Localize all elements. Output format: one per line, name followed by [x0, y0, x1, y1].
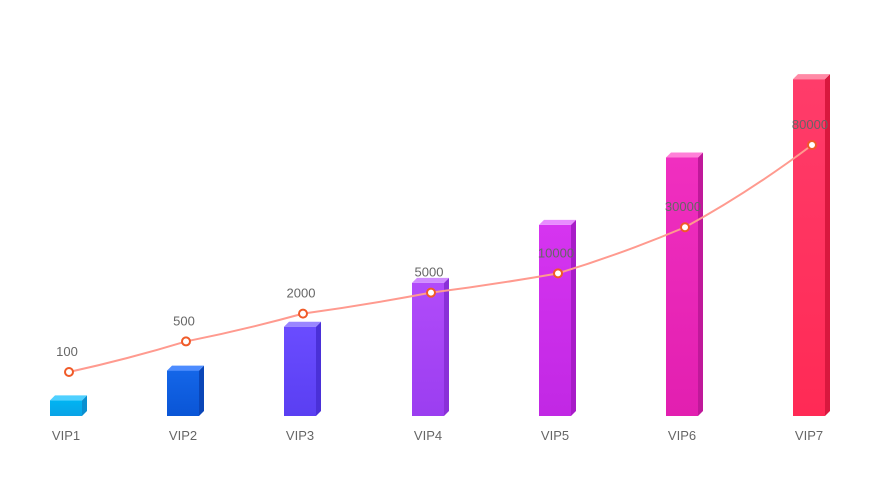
- bar-vip4: [412, 277, 449, 416]
- bar-side-vip3: [316, 321, 321, 416]
- bar-top-vip7: [793, 74, 830, 80]
- line-point: [298, 308, 308, 319]
- bar-front-vip1: [50, 400, 82, 416]
- bar-top-vip2: [167, 365, 204, 371]
- bar-side-vip1: [82, 395, 87, 416]
- line-point: [807, 140, 817, 150]
- x-tick-label: VIP7: [795, 428, 823, 443]
- line-point: [64, 367, 74, 377]
- bar-front-vip7: [793, 79, 825, 417]
- bar-front-vip2: [167, 370, 199, 416]
- x-axis: VIP1 VIP2 VIP3 VIP4 VIP5 VIP6 VIP7: [52, 428, 823, 443]
- line-point: [553, 268, 563, 279]
- points-layer: [64, 140, 817, 377]
- bar-vip2: [167, 365, 204, 416]
- bar-vip6: [666, 152, 703, 416]
- line-point: [181, 336, 191, 347]
- bar-front-vip3: [284, 326, 316, 416]
- line-point: [680, 222, 690, 233]
- line-point: [426, 287, 436, 298]
- x-tick-label: VIP5: [541, 428, 569, 443]
- bar-vip7: [793, 74, 830, 417]
- x-tick-label: VIP1: [52, 428, 80, 443]
- bar-top-vip1: [50, 395, 87, 401]
- bar-top-vip6: [666, 152, 703, 158]
- data-label: 10000: [538, 245, 574, 260]
- bar-top-vip5: [539, 219, 576, 225]
- bar-vip3: [284, 321, 321, 416]
- x-tick-label: VIP4: [414, 428, 442, 443]
- data-label: 30000: [665, 199, 701, 214]
- bar-side-vip2: [199, 365, 204, 416]
- x-tick-label: VIP3: [286, 428, 314, 443]
- bar-front-vip6: [666, 157, 698, 416]
- data-label: 80000: [792, 117, 828, 132]
- bar-side-vip7: [825, 74, 830, 417]
- bars-layer: [50, 74, 830, 417]
- bar-side-vip4: [444, 277, 449, 416]
- bar-top-vip3: [284, 321, 321, 327]
- data-label: 5000: [415, 265, 444, 280]
- bar-front-vip5: [539, 224, 571, 416]
- x-tick-label: VIP6: [668, 428, 696, 443]
- bar-vip1: [50, 395, 87, 416]
- bar-front-vip4: [412, 282, 444, 416]
- data-label: 500: [173, 313, 195, 328]
- bar-vip5: [539, 219, 576, 416]
- bar-top-vip4: [412, 277, 449, 283]
- data-label: 2000: [287, 286, 316, 301]
- x-tick-label: VIP2: [169, 428, 197, 443]
- data-label: 100: [56, 344, 78, 359]
- data-labels-layer: 100 500 2000 5000 10000 30000 80000: [56, 117, 828, 359]
- bar-side-vip6: [698, 152, 703, 416]
